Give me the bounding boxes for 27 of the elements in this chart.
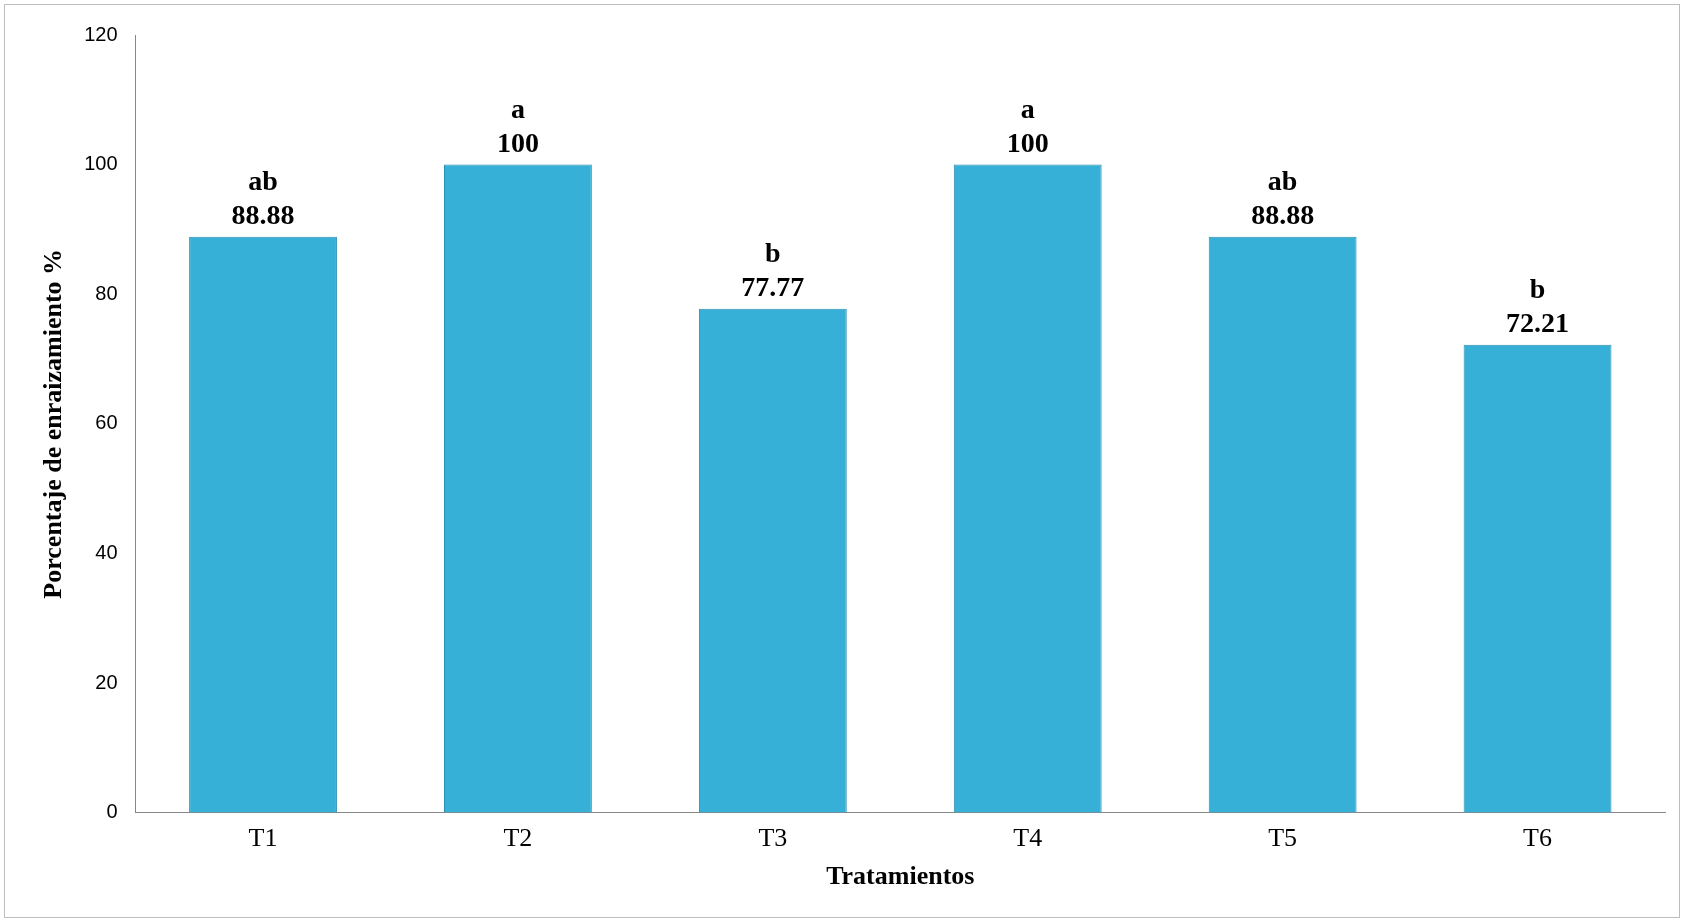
y-axis-title: Porcentaje de enraizamiento % bbox=[38, 248, 68, 599]
x-axis-title: Tratamientos bbox=[826, 861, 975, 891]
annotation: b bbox=[765, 236, 781, 268]
annotation: ab bbox=[1267, 164, 1298, 196]
y-tick-label: 80 bbox=[95, 281, 118, 304]
x-tick-label: T2 bbox=[503, 823, 533, 853]
y-tick-label: 120 bbox=[84, 22, 118, 45]
data-label: 77.77 bbox=[741, 270, 805, 302]
annotation: a bbox=[510, 92, 525, 124]
y-tick-label: 40 bbox=[95, 540, 118, 563]
annotation: a bbox=[1020, 92, 1035, 124]
x-tick-label: T3 bbox=[758, 823, 788, 853]
data-label: 88.88 bbox=[1251, 198, 1315, 230]
y-tick-label: 20 bbox=[95, 670, 118, 693]
data-label: 88.88 bbox=[231, 198, 295, 230]
x-tick-label: T4 bbox=[1013, 823, 1043, 853]
y-tick-label: 100 bbox=[84, 152, 118, 175]
y-tick-label: 0 bbox=[106, 800, 118, 823]
annotation: ab bbox=[248, 164, 278, 196]
annotation: b bbox=[1529, 272, 1546, 304]
data-label: 100 bbox=[1006, 126, 1049, 158]
data-label: 72.21 bbox=[1506, 306, 1570, 338]
x-tick-label: T5 bbox=[1268, 823, 1298, 853]
x-tick-label: T6 bbox=[1523, 823, 1552, 853]
x-tick-label: T1 bbox=[248, 823, 278, 853]
data-label: 100 bbox=[496, 126, 539, 158]
y-tick-label: 60 bbox=[95, 411, 118, 434]
